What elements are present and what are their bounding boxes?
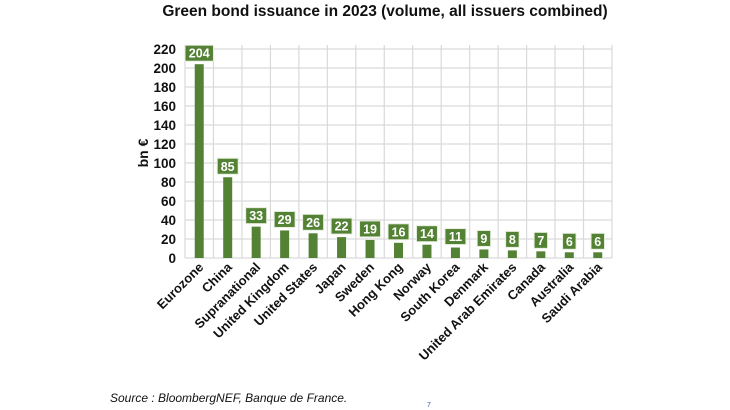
y-tick-label: 100 bbox=[153, 156, 176, 171]
data-label: 85 bbox=[221, 160, 235, 174]
bar bbox=[251, 226, 261, 258]
data-label: 7 bbox=[537, 234, 544, 248]
bar bbox=[450, 247, 460, 258]
data-label: 33 bbox=[249, 209, 263, 223]
data-label: 204 bbox=[189, 47, 210, 61]
bar bbox=[194, 64, 204, 258]
data-label: 22 bbox=[335, 220, 349, 234]
data-label-box bbox=[359, 220, 382, 238]
data-label-box bbox=[245, 207, 268, 225]
bar bbox=[593, 252, 603, 258]
y-tick-label: 40 bbox=[161, 213, 176, 228]
bar bbox=[536, 251, 546, 258]
bar bbox=[223, 177, 233, 258]
data-label: 6 bbox=[566, 235, 573, 249]
bar bbox=[337, 237, 347, 258]
data-label: 19 bbox=[363, 222, 377, 236]
data-label: 16 bbox=[392, 225, 406, 239]
y-tick-label: 160 bbox=[153, 99, 176, 114]
bar bbox=[394, 242, 403, 258]
y-tick-label: 140 bbox=[153, 118, 176, 133]
data-label-box bbox=[476, 229, 492, 247]
y-tick-label: 80 bbox=[161, 175, 176, 190]
data-label: 9 bbox=[480, 232, 487, 246]
bar bbox=[308, 233, 318, 258]
bar bbox=[365, 239, 375, 258]
y-tick-label: 20 bbox=[161, 232, 176, 247]
data-label-box bbox=[562, 232, 577, 250]
bar bbox=[564, 252, 574, 258]
bar bbox=[507, 250, 517, 258]
chart-title: Green bond issuance in 2023 (volume, all… bbox=[162, 3, 608, 20]
data-label: 26 bbox=[306, 216, 320, 230]
y-tick-label: 180 bbox=[153, 80, 176, 95]
data-label-box bbox=[505, 230, 520, 248]
y-tick-label: 120 bbox=[153, 137, 176, 152]
bar bbox=[479, 249, 489, 258]
data-label-box bbox=[302, 213, 325, 231]
data-label-box bbox=[590, 232, 606, 250]
bar bbox=[422, 244, 432, 258]
data-label: 11 bbox=[449, 230, 462, 244]
page-number: 7 bbox=[427, 402, 431, 409]
y-tick-label: 200 bbox=[153, 61, 176, 76]
data-label-box bbox=[216, 157, 239, 175]
data-label: 8 bbox=[509, 233, 516, 247]
source-note: Source : BloombergNEF, Banque de France. bbox=[110, 391, 348, 405]
y-tick-label: 220 bbox=[153, 42, 176, 57]
y-tick-label: 60 bbox=[161, 194, 176, 209]
bar bbox=[280, 230, 290, 258]
data-label-box bbox=[184, 44, 214, 62]
data-label-box bbox=[444, 228, 467, 246]
data-label: 6 bbox=[594, 235, 601, 249]
data-label-box bbox=[273, 210, 296, 228]
y-axis-label: bn € bbox=[135, 138, 151, 167]
data-label-box bbox=[330, 217, 353, 235]
data-label: 14 bbox=[420, 227, 434, 241]
data-label-box bbox=[387, 223, 410, 241]
y-tick-label: 0 bbox=[168, 251, 176, 266]
data-label-box bbox=[533, 231, 549, 249]
data-label: 29 bbox=[278, 213, 292, 227]
data-label-box bbox=[415, 225, 438, 243]
